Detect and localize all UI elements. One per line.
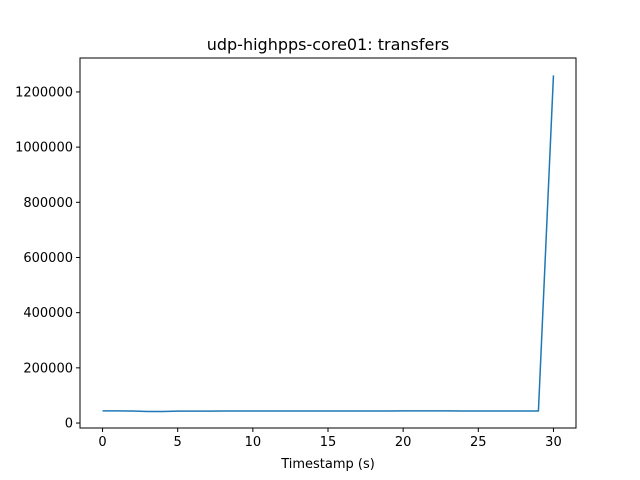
x-tick-label: 10 [245, 435, 262, 450]
y-tick-label: 800000 [23, 196, 73, 211]
y-tick-label: 600000 [23, 251, 73, 266]
x-tick-label: 5 [174, 435, 182, 450]
y-tick-label: 200000 [23, 361, 73, 376]
y-tick-label: 400000 [23, 306, 73, 321]
x-tick-label: 15 [320, 435, 337, 450]
y-tick-label: 1000000 [15, 141, 73, 156]
plot-marks [102, 75, 555, 413]
y-tick-label: 1200000 [15, 85, 73, 100]
x-tick-label: 30 [545, 435, 562, 450]
x-tick-label: 0 [98, 435, 106, 450]
series-line-0 [102, 75, 555, 413]
x-axis-label: Timestamp (s) [280, 457, 375, 472]
x-tick-label: 25 [470, 435, 487, 450]
y-tick-label: 0 [65, 417, 73, 432]
x-tick-label: 20 [395, 435, 412, 450]
y-axis: 0 200000 400000 600000 800000 1000000 1200000 [15, 85, 80, 432]
x-axis: 0 5 10 15 20 25 30 [98, 428, 562, 450]
chart-title: udp-highpps-core01: transfers [207, 35, 450, 54]
